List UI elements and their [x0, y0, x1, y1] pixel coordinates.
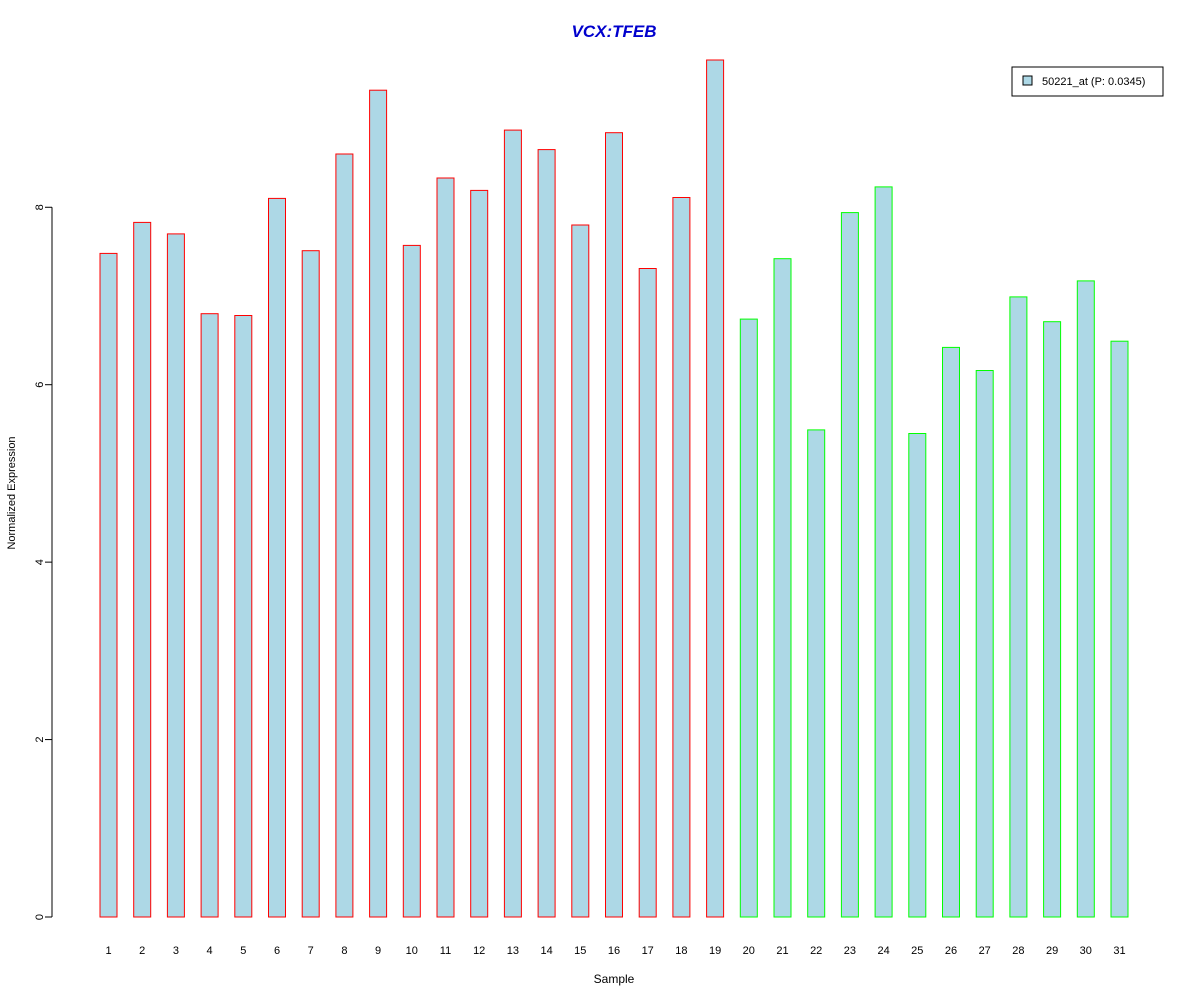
- bar-sample-16: [605, 132, 623, 918]
- x-tick-label: 7: [308, 945, 314, 957]
- bar-sample-20: [739, 318, 758, 918]
- x-tick-label: 15: [574, 945, 586, 957]
- bar-sample-15: [571, 224, 590, 918]
- x-axis-label: Sample: [594, 972, 635, 986]
- x-tick-label: 26: [945, 945, 957, 957]
- bar-sample-12: [470, 189, 489, 918]
- bar-sample-28: [1009, 296, 1028, 918]
- legend-entry: 50221_at (P: 0.0345): [1042, 76, 1145, 88]
- bar-sample-26: [942, 346, 960, 918]
- x-tick-label: 17: [642, 945, 654, 957]
- x-tick-labels: 1 2 3 4 5 6 7 8 9 10 11 12 13 14 15 16 17 18 19 20 21 22 23 24 2…: [105, 945, 1125, 957]
- bar-sample-3: [166, 233, 185, 918]
- x-tick-label: 12: [473, 945, 485, 957]
- x-tick-label: 16: [608, 945, 620, 957]
- y-tick-label: 2: [34, 737, 46, 743]
- bar-sample-6: [268, 197, 286, 918]
- x-tick-label: 5: [240, 945, 246, 957]
- y-axis: 0 2 4 6 8: [34, 204, 53, 920]
- legend: 50221_at (P: 0.0345): [1011, 66, 1164, 97]
- bar-sample-4: [200, 313, 219, 918]
- y-tick-label: 0: [34, 914, 46, 920]
- x-tick-label: 24: [877, 945, 889, 957]
- bar-sample-8: [335, 153, 354, 918]
- chart-title: VCX:TFEB: [572, 22, 657, 41]
- y-axis-label: Normalized Expression: [6, 436, 18, 549]
- bar-sample-17: [638, 268, 657, 918]
- bar-sample-2: [133, 221, 152, 918]
- x-tick-label: 13: [507, 945, 519, 957]
- x-tick-label: 6: [274, 945, 280, 957]
- x-tick-label: 14: [540, 945, 552, 957]
- bar-sample-29: [1043, 321, 1062, 918]
- x-tick-label: 28: [1012, 945, 1024, 957]
- x-tick-label: 1: [105, 945, 111, 957]
- bar-series: [99, 59, 1129, 918]
- x-tick-label: 31: [1113, 945, 1125, 957]
- y-tick-label: 4: [34, 559, 46, 565]
- bar-sample-18: [672, 197, 691, 918]
- x-tick-label: 27: [979, 945, 991, 957]
- x-tick-label: 21: [776, 945, 788, 957]
- x-tick-label: 25: [911, 945, 923, 957]
- x-tick-label: 9: [375, 945, 381, 957]
- bar-sample-23: [840, 212, 859, 918]
- bar-sample-24: [874, 186, 893, 918]
- bar-sample-21: [773, 258, 792, 918]
- legend-swatch: [1022, 75, 1033, 86]
- bar-sample-13: [503, 129, 522, 918]
- bar-sample-11: [436, 177, 455, 918]
- legend-box: [1011, 66, 1164, 97]
- bar-sample-25: [908, 433, 927, 918]
- bar-sample-27: [975, 370, 994, 918]
- x-tick-label: 8: [341, 945, 347, 957]
- y-tick-label: 6: [34, 382, 46, 388]
- x-tick-label: 10: [406, 945, 418, 957]
- bar-sample-7: [301, 250, 320, 918]
- x-tick-label: 19: [709, 945, 721, 957]
- x-tick-label: 23: [844, 945, 856, 957]
- bar-sample-14: [537, 149, 556, 918]
- bar-sample-30: [1076, 280, 1095, 918]
- bar-sample-1: [99, 252, 118, 918]
- bar-sample-9: [369, 89, 388, 918]
- x-tick-label: 20: [743, 945, 755, 957]
- bar-sample-22: [807, 429, 826, 918]
- x-tick-label: 18: [675, 945, 687, 957]
- bar-sample-5: [234, 315, 253, 918]
- x-tick-label: 22: [810, 945, 822, 957]
- x-tick-label: 3: [173, 945, 179, 957]
- x-tick-label: 29: [1046, 945, 1058, 957]
- x-tick-label: 4: [207, 945, 213, 957]
- y-tick-label: 8: [34, 204, 46, 210]
- x-tick-label: 11: [440, 945, 451, 957]
- x-tick-label: 30: [1080, 945, 1092, 957]
- bar-sample-19: [706, 59, 725, 918]
- x-tick-label: 2: [139, 945, 145, 957]
- bar-sample-31: [1110, 340, 1129, 918]
- bar-sample-10: [402, 244, 421, 918]
